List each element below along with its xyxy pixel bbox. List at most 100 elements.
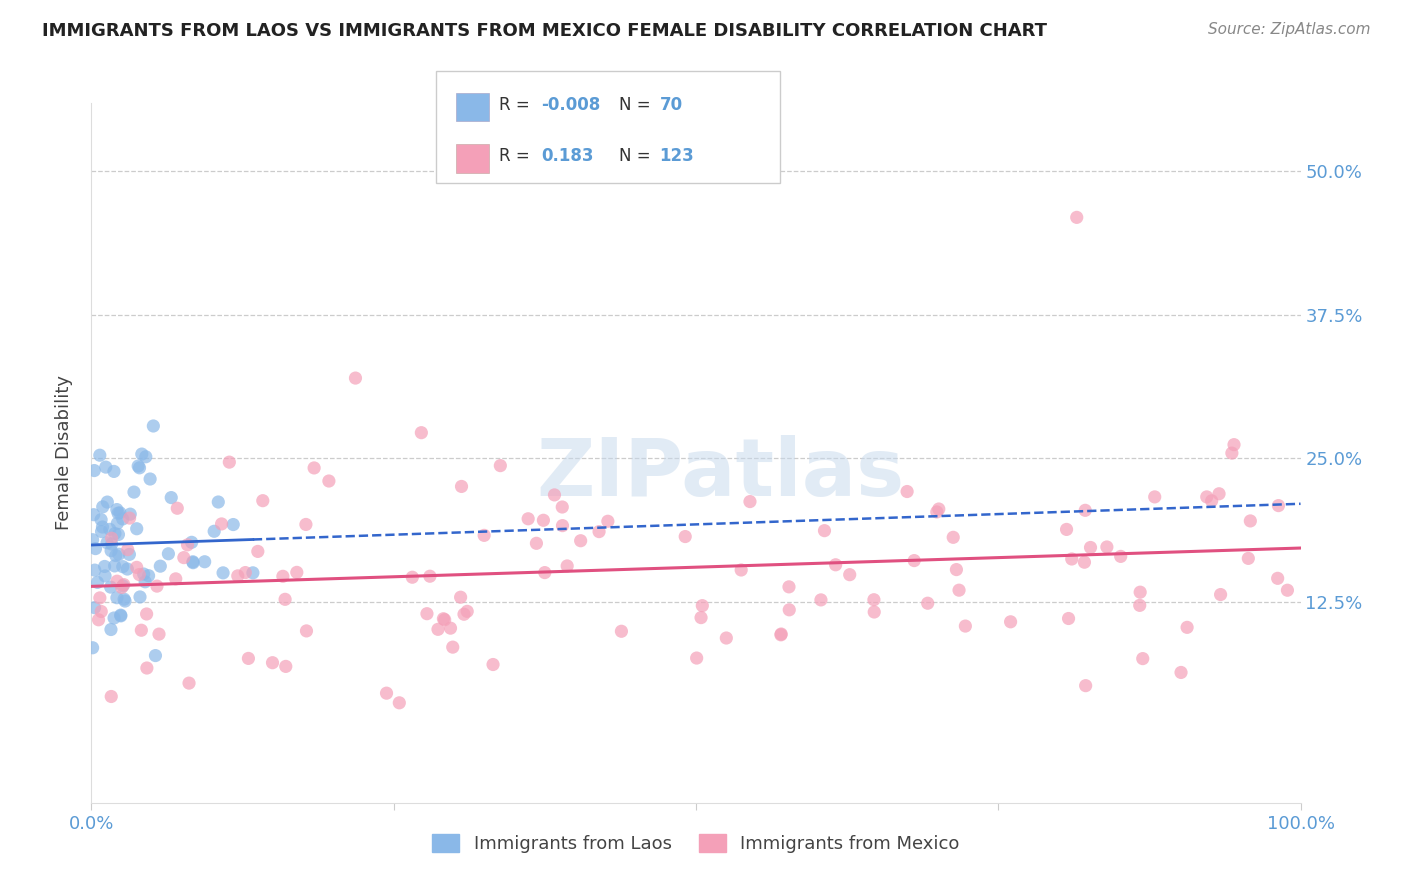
Point	[146, 579, 169, 593]
Point	[103, 465, 125, 479]
Point	[569, 533, 592, 548]
Point	[1195, 490, 1218, 504]
Point	[83, 563, 105, 577]
Point	[181, 555, 204, 569]
Point	[1109, 549, 1132, 564]
Point	[489, 458, 512, 473]
Point	[112, 577, 135, 591]
Point	[1056, 523, 1078, 537]
Point	[107, 506, 129, 520]
Point	[233, 566, 256, 580]
Point	[108, 547, 131, 561]
Point	[139, 472, 162, 486]
Point	[517, 512, 540, 526]
Point	[242, 566, 264, 580]
Point	[896, 484, 918, 499]
Point	[925, 505, 948, 519]
Point	[104, 526, 127, 541]
Point	[690, 610, 713, 624]
Point	[87, 613, 110, 627]
Point	[173, 550, 195, 565]
Point	[111, 581, 134, 595]
Point	[1060, 552, 1083, 566]
Point	[401, 570, 423, 584]
Point	[439, 621, 461, 635]
Point	[90, 605, 112, 619]
Point	[1129, 599, 1152, 613]
Point	[1066, 211, 1088, 225]
Point	[1220, 446, 1243, 460]
Point	[98, 522, 121, 536]
Point	[692, 599, 714, 613]
Point	[427, 623, 450, 637]
Point	[824, 558, 846, 572]
Point	[1223, 437, 1246, 451]
Point	[83, 508, 105, 522]
Point	[246, 544, 269, 558]
Point	[238, 651, 260, 665]
Point	[1237, 551, 1260, 566]
Point	[318, 474, 340, 488]
Point	[125, 522, 148, 536]
Point	[1132, 651, 1154, 665]
Point	[111, 512, 134, 526]
Point	[90, 513, 112, 527]
Point	[84, 541, 107, 556]
Point	[83, 464, 105, 478]
Point	[96, 495, 118, 509]
Point	[100, 537, 122, 551]
Point	[93, 559, 115, 574]
Point	[222, 517, 245, 532]
Point	[104, 549, 127, 563]
Point	[122, 485, 145, 500]
Point	[202, 524, 225, 539]
Point	[917, 596, 939, 610]
Point	[83, 600, 105, 615]
Point	[105, 574, 128, 589]
Point	[148, 627, 170, 641]
Point	[94, 460, 117, 475]
Point	[778, 580, 800, 594]
Point	[1208, 487, 1230, 501]
Point	[89, 448, 111, 462]
Point	[472, 528, 495, 542]
Point	[948, 583, 970, 598]
Point	[262, 656, 284, 670]
Point	[1074, 679, 1097, 693]
Text: 0.183: 0.183	[541, 147, 593, 165]
Point	[165, 572, 187, 586]
Point	[252, 493, 274, 508]
Point	[105, 591, 128, 605]
Point	[551, 500, 574, 514]
Point	[450, 591, 472, 605]
Point	[96, 535, 118, 549]
Point	[344, 371, 367, 385]
Point	[108, 506, 131, 520]
Point	[1239, 514, 1261, 528]
Text: N =: N =	[619, 95, 655, 113]
Point	[212, 566, 235, 580]
Point	[127, 458, 149, 473]
Point	[903, 553, 925, 567]
Point	[942, 530, 965, 544]
Point	[1209, 588, 1232, 602]
Point	[129, 590, 152, 604]
Text: Source: ZipAtlas.com: Source: ZipAtlas.com	[1208, 22, 1371, 37]
Point	[218, 455, 240, 469]
Point	[207, 495, 229, 509]
Point	[105, 516, 128, 531]
Point	[555, 558, 578, 573]
Text: 70: 70	[659, 95, 682, 113]
Point	[1201, 493, 1223, 508]
Point	[118, 511, 141, 525]
Point	[1074, 503, 1097, 517]
Point	[453, 607, 475, 622]
Point	[100, 580, 122, 594]
Point	[118, 548, 141, 562]
Point	[103, 611, 125, 625]
Point	[955, 619, 977, 633]
Point	[107, 527, 129, 541]
Text: R =: R =	[499, 95, 536, 113]
Point	[738, 494, 761, 508]
Point	[482, 657, 505, 672]
